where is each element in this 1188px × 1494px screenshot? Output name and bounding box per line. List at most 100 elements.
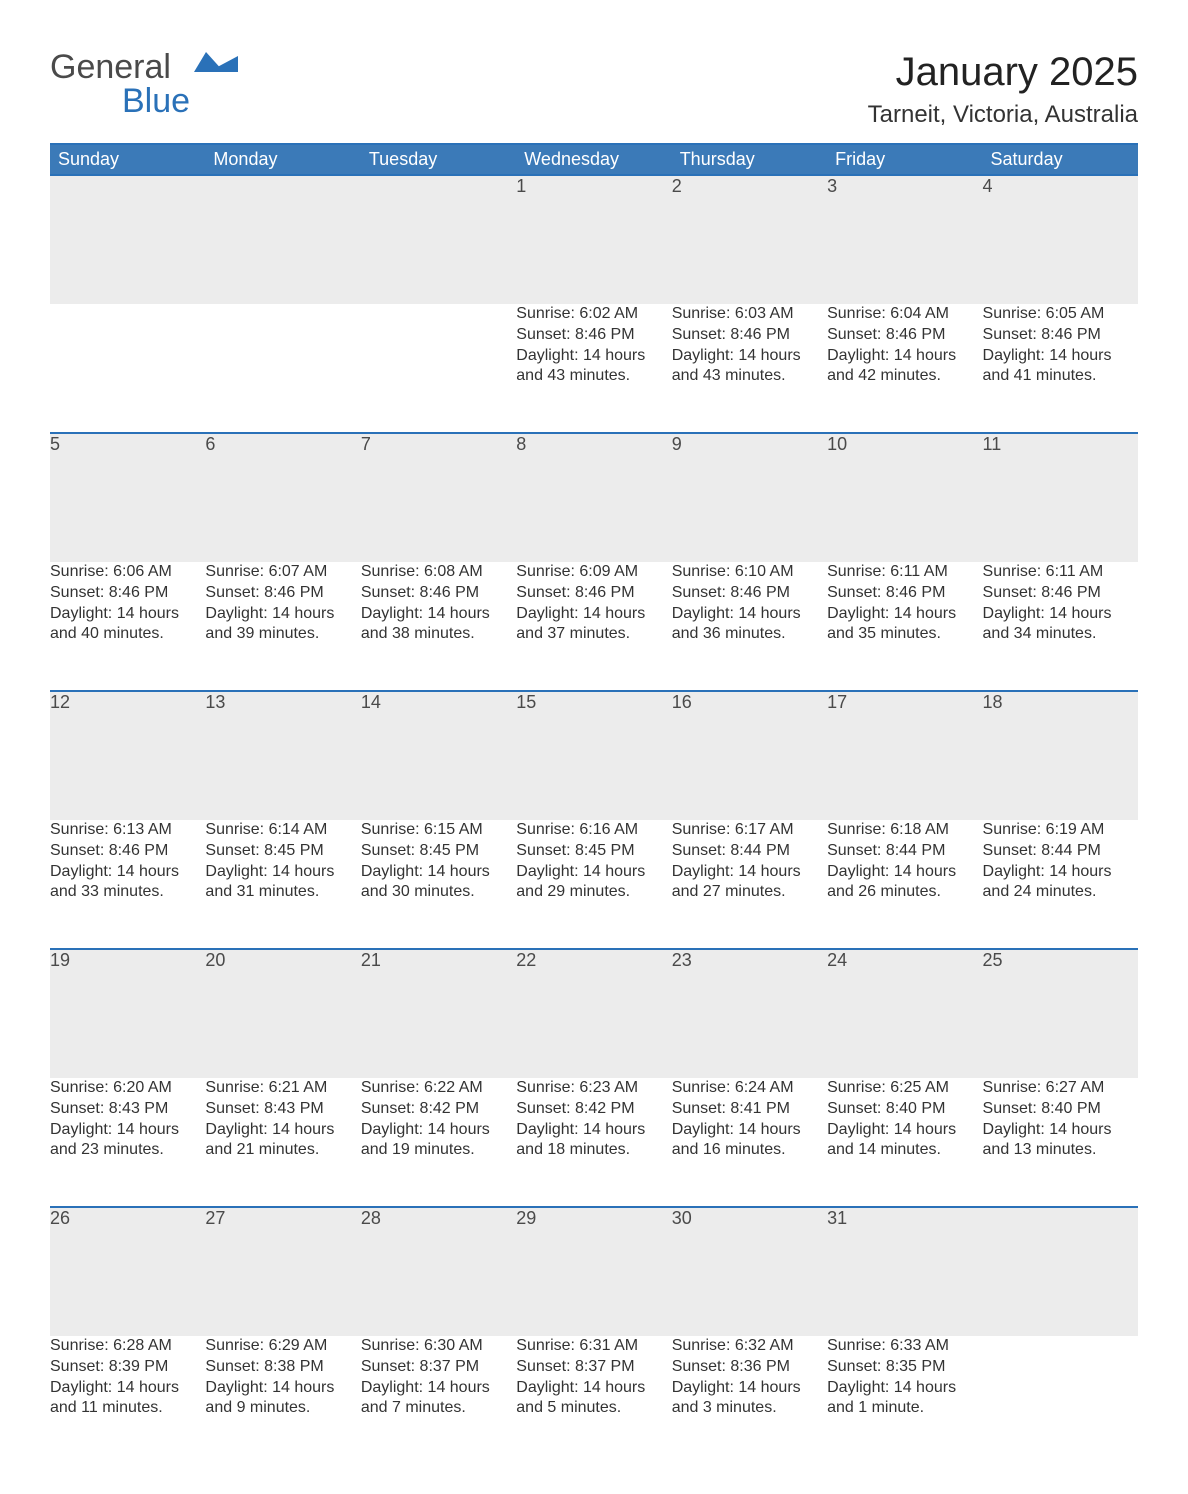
sunrise-line: Sunrise: 6:24 AM [672, 1078, 827, 1099]
sunrise-line: Sunrise: 6:22 AM [361, 1078, 516, 1099]
logo-word-general: General [50, 48, 171, 86]
daylight-line: Daylight: 14 hours and 43 minutes. [672, 346, 827, 388]
day-content-cell: Sunrise: 6:08 AMSunset: 8:46 PMDaylight:… [361, 562, 516, 691]
daynum-cell: 11 [983, 433, 1138, 562]
daylight-line: Daylight: 14 hours and 39 minutes. [205, 604, 360, 646]
day-content-cell: Sunrise: 6:19 AMSunset: 8:44 PMDaylight:… [983, 820, 1138, 949]
daylight-line: Daylight: 14 hours and 11 minutes. [50, 1378, 205, 1420]
title-block: January 2025 Tarneit, Victoria, Australi… [868, 50, 1138, 129]
sunset-line: Sunset: 8:40 PM [983, 1099, 1138, 1120]
empty-content-cell [361, 304, 516, 433]
sunset-line: Sunset: 8:46 PM [50, 583, 205, 604]
sunrise-line: Sunrise: 6:05 AM [983, 304, 1138, 325]
sunrise-line: Sunrise: 6:31 AM [516, 1336, 671, 1357]
daynum-cell: 27 [205, 1207, 360, 1336]
day-header: Friday [827, 144, 982, 175]
daynum-cell: 16 [672, 691, 827, 820]
daylight-line: Daylight: 14 hours and 19 minutes. [361, 1120, 516, 1162]
sunrise-line: Sunrise: 6:17 AM [672, 820, 827, 841]
sunset-line: Sunset: 8:38 PM [205, 1357, 360, 1378]
sunrise-line: Sunrise: 6:29 AM [205, 1336, 360, 1357]
day-content-cell: Sunrise: 6:20 AMSunset: 8:43 PMDaylight:… [50, 1078, 205, 1207]
logo-text: General Blue [50, 50, 190, 118]
day-content-cell: Sunrise: 6:33 AMSunset: 8:35 PMDaylight:… [827, 1336, 982, 1464]
day-content-cell: Sunrise: 6:29 AMSunset: 8:38 PMDaylight:… [205, 1336, 360, 1464]
daynum-cell: 2 [672, 175, 827, 304]
daylight-line: Daylight: 14 hours and 38 minutes. [361, 604, 516, 646]
daylight-line: Daylight: 14 hours and 18 minutes. [516, 1120, 671, 1162]
daylight-line: Daylight: 14 hours and 35 minutes. [827, 604, 982, 646]
week-content-row: Sunrise: 6:20 AMSunset: 8:43 PMDaylight:… [50, 1078, 1138, 1207]
daylight-line: Daylight: 14 hours and 41 minutes. [983, 346, 1138, 388]
daynum-cell: 5 [50, 433, 205, 562]
day-content-cell: Sunrise: 6:15 AMSunset: 8:45 PMDaylight:… [361, 820, 516, 949]
empty-content-cell [50, 304, 205, 433]
daylight-line: Daylight: 14 hours and 5 minutes. [516, 1378, 671, 1420]
day-content-cell: Sunrise: 6:14 AMSunset: 8:45 PMDaylight:… [205, 820, 360, 949]
day-content-cell: Sunrise: 6:22 AMSunset: 8:42 PMDaylight:… [361, 1078, 516, 1207]
daylight-line: Daylight: 14 hours and 24 minutes. [983, 862, 1138, 904]
sunset-line: Sunset: 8:42 PM [516, 1099, 671, 1120]
daynum-cell: 1 [516, 175, 671, 304]
daynum-cell: 18 [983, 691, 1138, 820]
day-content-cell: Sunrise: 6:25 AMSunset: 8:40 PMDaylight:… [827, 1078, 982, 1207]
daylight-line: Daylight: 14 hours and 3 minutes. [672, 1378, 827, 1420]
daynum-cell: 28 [361, 1207, 516, 1336]
day-content-cell: Sunrise: 6:21 AMSunset: 8:43 PMDaylight:… [205, 1078, 360, 1207]
sunset-line: Sunset: 8:35 PM [827, 1357, 982, 1378]
sunrise-line: Sunrise: 6:11 AM [983, 562, 1138, 583]
sunset-line: Sunset: 8:41 PM [672, 1099, 827, 1120]
logo: General Blue [50, 50, 242, 118]
daylight-line: Daylight: 14 hours and 36 minutes. [672, 604, 827, 646]
daylight-line: Daylight: 14 hours and 42 minutes. [827, 346, 982, 388]
empty-daynum-cell [361, 175, 516, 304]
daynum-cell: 23 [672, 949, 827, 1078]
daynum-cell: 10 [827, 433, 982, 562]
week-content-row: Sunrise: 6:28 AMSunset: 8:39 PMDaylight:… [50, 1336, 1138, 1464]
day-content-cell: Sunrise: 6:13 AMSunset: 8:46 PMDaylight:… [50, 820, 205, 949]
sunset-line: Sunset: 8:46 PM [361, 583, 516, 604]
week-daynum-row: 12131415161718 [50, 691, 1138, 820]
daynum-cell: 9 [672, 433, 827, 562]
sunrise-line: Sunrise: 6:33 AM [827, 1336, 982, 1357]
daynum-cell: 22 [516, 949, 671, 1078]
week-content-row: Sunrise: 6:13 AMSunset: 8:46 PMDaylight:… [50, 820, 1138, 949]
sunset-line: Sunset: 8:46 PM [672, 325, 827, 346]
sunset-line: Sunset: 8:37 PM [361, 1357, 516, 1378]
day-content-cell: Sunrise: 6:30 AMSunset: 8:37 PMDaylight:… [361, 1336, 516, 1464]
sunrise-line: Sunrise: 6:11 AM [827, 562, 982, 583]
week-daynum-row: 19202122232425 [50, 949, 1138, 1078]
day-content-cell: Sunrise: 6:17 AMSunset: 8:44 PMDaylight:… [672, 820, 827, 949]
daynum-cell: 25 [983, 949, 1138, 1078]
daylight-line: Daylight: 14 hours and 16 minutes. [672, 1120, 827, 1162]
sunrise-line: Sunrise: 6:08 AM [361, 562, 516, 583]
sunrise-line: Sunrise: 6:18 AM [827, 820, 982, 841]
sunset-line: Sunset: 8:36 PM [672, 1357, 827, 1378]
sunset-line: Sunset: 8:44 PM [827, 841, 982, 862]
sunrise-line: Sunrise: 6:25 AM [827, 1078, 982, 1099]
sunset-line: Sunset: 8:43 PM [205, 1099, 360, 1120]
calendar-table: SundayMondayTuesdayWednesdayThursdayFrid… [50, 143, 1138, 1464]
sunset-line: Sunset: 8:46 PM [516, 325, 671, 346]
day-content-cell: Sunrise: 6:27 AMSunset: 8:40 PMDaylight:… [983, 1078, 1138, 1207]
sunset-line: Sunset: 8:46 PM [50, 841, 205, 862]
daylight-line: Daylight: 14 hours and 21 minutes. [205, 1120, 360, 1162]
day-content-cell: Sunrise: 6:10 AMSunset: 8:46 PMDaylight:… [672, 562, 827, 691]
sunrise-line: Sunrise: 6:09 AM [516, 562, 671, 583]
header: General Blue January 2025 Tarneit, Victo… [50, 50, 1138, 129]
sunrise-line: Sunrise: 6:04 AM [827, 304, 982, 325]
day-content-cell: Sunrise: 6:28 AMSunset: 8:39 PMDaylight:… [50, 1336, 205, 1464]
sunrise-line: Sunrise: 6:14 AM [205, 820, 360, 841]
daynum-cell: 26 [50, 1207, 205, 1336]
daynum-cell: 6 [205, 433, 360, 562]
sunrise-line: Sunrise: 6:32 AM [672, 1336, 827, 1357]
daynum-cell: 30 [672, 1207, 827, 1336]
sunrise-line: Sunrise: 6:28 AM [50, 1336, 205, 1357]
daylight-line: Daylight: 14 hours and 1 minute. [827, 1378, 982, 1420]
day-content-cell: Sunrise: 6:03 AMSunset: 8:46 PMDaylight:… [672, 304, 827, 433]
day-content-cell: Sunrise: 6:23 AMSunset: 8:42 PMDaylight:… [516, 1078, 671, 1207]
sunrise-line: Sunrise: 6:20 AM [50, 1078, 205, 1099]
daylight-line: Daylight: 14 hours and 34 minutes. [983, 604, 1138, 646]
day-content-cell: Sunrise: 6:06 AMSunset: 8:46 PMDaylight:… [50, 562, 205, 691]
day-header: Tuesday [361, 144, 516, 175]
